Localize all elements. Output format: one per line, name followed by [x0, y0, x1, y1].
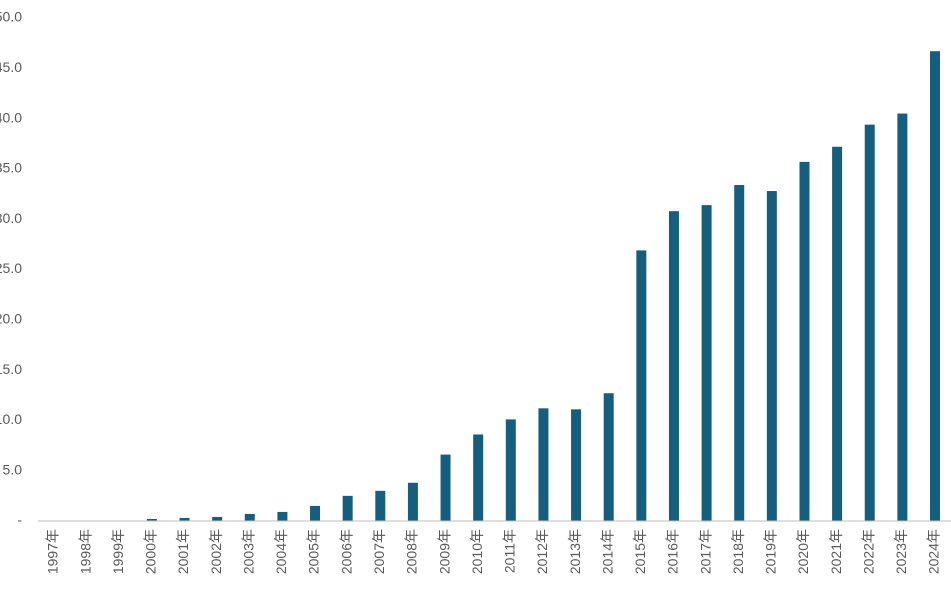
bar	[930, 51, 940, 521]
x-tick-label: 2002年	[208, 529, 224, 574]
x-tick-label: 2011年	[502, 529, 518, 573]
x-tick-label: 2021年	[828, 529, 844, 574]
x-tick-label: 2003年	[240, 529, 256, 574]
bar	[571, 409, 582, 521]
bar	[179, 517, 190, 521]
bar	[310, 505, 321, 521]
y-tick-label: 50.0	[0, 9, 22, 25]
bar	[864, 124, 875, 522]
bar	[734, 184, 745, 521]
y-tick-label: -	[17, 512, 22, 528]
x-tick-label: 2000年	[143, 529, 159, 574]
y-tick-label: 40.0	[0, 109, 22, 125]
x-tick-label: 2017年	[697, 529, 713, 574]
x-tick-label: 2019年	[763, 529, 779, 574]
y-tick-label: 20.0	[0, 311, 22, 327]
x-tick-label: 2015年	[632, 529, 648, 574]
bar	[897, 113, 908, 521]
y-tick-label: 5.0	[3, 461, 23, 477]
y-tick-label: 35.0	[0, 160, 22, 176]
bar	[701, 205, 712, 521]
x-tick-label: 2005年	[306, 529, 322, 574]
bar	[538, 408, 549, 521]
x-tick-label: 1997年	[45, 529, 61, 574]
x-tick-label: 1998年	[77, 529, 93, 574]
x-tick-label: 2014年	[599, 529, 615, 574]
bar	[636, 250, 647, 522]
x-tick-label: 2007年	[371, 529, 387, 574]
x-tick-label: 2012年	[534, 529, 550, 574]
bar	[766, 191, 777, 522]
bar	[799, 161, 810, 521]
bar	[407, 482, 418, 521]
x-tick-label: 2001年	[175, 529, 191, 574]
y-tick-label: 15.0	[0, 361, 22, 377]
x-tick-label: 2010年	[469, 529, 485, 574]
x-tick-label: 2009年	[436, 529, 452, 574]
bar	[505, 419, 516, 521]
x-tick-label: 2018年	[730, 529, 746, 574]
bar	[244, 513, 255, 521]
x-tick-label: 2022年	[860, 529, 876, 574]
x-tick-label: 2016年	[665, 529, 681, 574]
x-tick-label: 2020年	[795, 529, 811, 574]
bar	[375, 490, 386, 521]
x-tick-label: 2023年	[893, 529, 909, 574]
bar	[832, 146, 843, 521]
bar	[277, 511, 288, 521]
x-tick-label: 2006年	[338, 529, 354, 574]
x-tick-label: 2004年	[273, 529, 289, 574]
bar	[668, 211, 679, 522]
y-tick-label: 30.0	[0, 210, 22, 226]
y-tick-label: 25.0	[0, 260, 22, 276]
bar	[603, 393, 614, 521]
x-tick-label: 1999年	[110, 529, 126, 574]
x-tick-label: 2013年	[567, 529, 583, 574]
bar	[473, 434, 484, 521]
bar	[146, 518, 157, 521]
y-tick-label: 10.0	[0, 411, 22, 427]
bar	[342, 495, 353, 521]
x-tick-label: 2024年	[926, 529, 942, 574]
bar	[212, 516, 223, 521]
bar	[440, 454, 451, 521]
y-tick-label: 45.0	[0, 59, 22, 75]
x-tick-label: 2008年	[404, 529, 420, 574]
